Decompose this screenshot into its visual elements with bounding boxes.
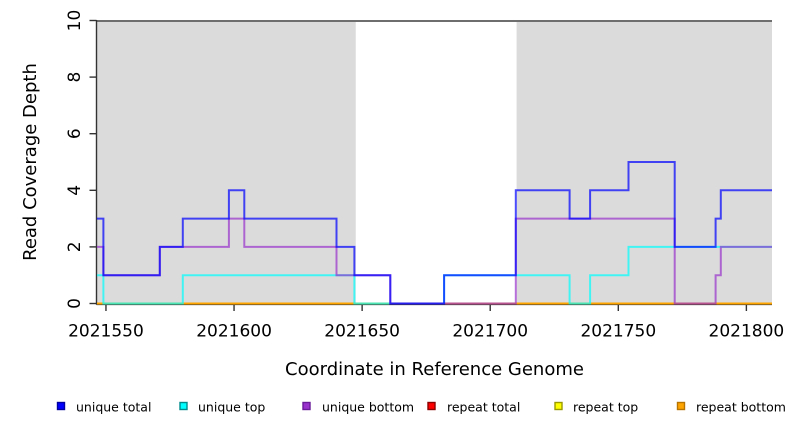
y-tick-label: 6 — [65, 128, 85, 139]
legend-swatch-unique-bottom — [302, 401, 311, 411]
x-tick-label: 2021700 — [452, 322, 528, 342]
y-tick-label: 4 — [65, 185, 85, 196]
legend-label-repeat-total: repeat total — [447, 400, 520, 415]
y-tick-label: 10 — [65, 10, 85, 32]
shaded-band-repeat-region-left — [97, 20, 356, 304]
x-axis-title: Coordinate in Reference Genome — [285, 359, 584, 380]
legend-swatch-unique-top — [179, 401, 188, 411]
x-tick-label: 2021600 — [196, 322, 272, 342]
series-lines — [97, 161, 772, 305]
y-tick-label: 0 — [65, 298, 85, 309]
series-line-unique-total — [97, 161, 772, 305]
y-axis-title: Read Coverage Depth — [20, 63, 41, 261]
x-tick-label: 2021550 — [68, 322, 144, 342]
legend-swatch-repeat-top — [554, 401, 563, 411]
legend-swatch-unique-total — [56, 401, 66, 411]
legend-swatch-repeat-bottom — [676, 401, 686, 411]
legend-label-unique-bottom: unique bottom — [322, 400, 414, 415]
y-tick-label: 8 — [65, 72, 85, 83]
legend: unique total unique top unique bottom repea… — [56, 400, 786, 415]
legend-label-repeat-bottom: repeat bottom — [696, 400, 786, 415]
axes: 0 2 4 6 8 10 2021550 2021600 2021650 2021700 20217… — [65, 10, 784, 342]
legend-label-unique-total: unique total — [76, 400, 151, 415]
x-tick-label: 2021650 — [324, 322, 400, 342]
y-tick-label: 2 — [65, 241, 85, 252]
x-tick-label: 2021750 — [580, 322, 656, 342]
x-tick-label: 2021800 — [709, 322, 785, 342]
legend-swatch-repeat-total — [427, 401, 436, 411]
legend-label-repeat-top: repeat top — [573, 400, 638, 415]
legend-label-unique-top: unique top — [198, 400, 265, 415]
